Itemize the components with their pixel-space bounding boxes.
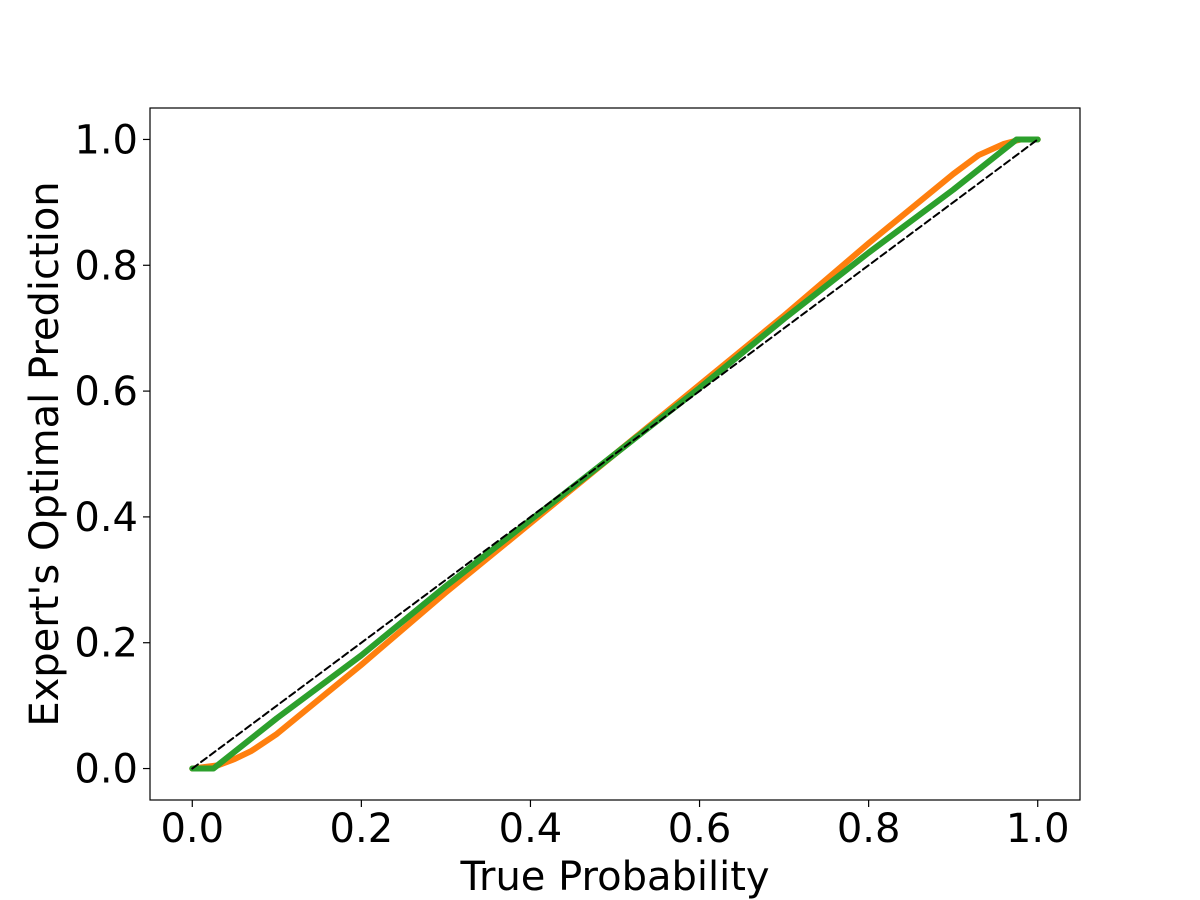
ticks-layer: 0.0 0.2 0.4 0.6 0.8 1.0 0.0 0.2 0.4 0.6 0.8 1.0 [74,117,1069,852]
y-tick-label: 0.0 [74,747,138,793]
series-line-2 [191,138,1039,770]
y-tick-label: 1.0 [74,117,138,163]
x-tick-label: 0.8 [837,806,901,852]
y-tick-label: 0.6 [74,369,138,415]
y-tick-label: 0.4 [74,495,138,541]
plot-frame [149,107,1081,801]
y-tick-label: 0.8 [74,243,138,289]
y-tick-label: 0.2 [74,621,138,667]
x-tick-label: 1.0 [1006,806,1070,852]
x-tick-label: 0.4 [499,806,563,852]
series-line-1 [189,136,1041,772]
y-axis-label: Expert's Optimal Prediction [22,181,68,726]
x-axis-label: True Probability [459,854,769,900]
x-tick-label: 0.6 [668,806,732,852]
x-tick-label: 0.0 [160,806,224,852]
series-layer [189,136,1041,772]
x-tick-label: 0.2 [330,806,394,852]
